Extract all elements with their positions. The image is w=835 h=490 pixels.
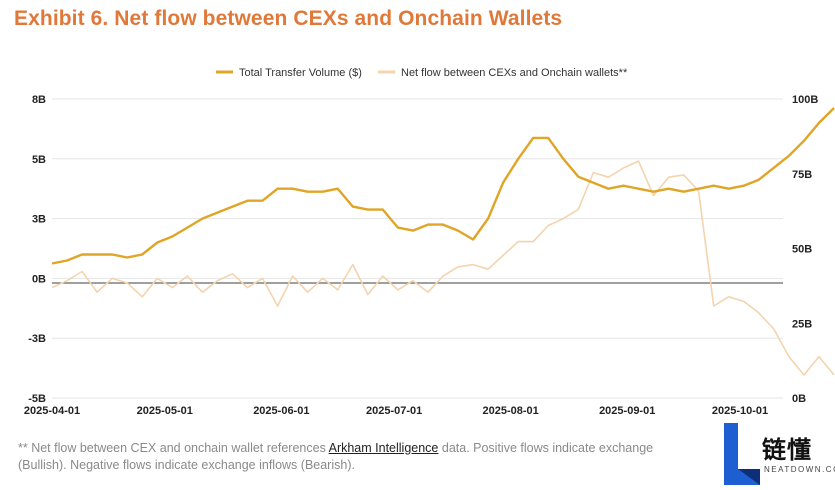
footnote-line-1: ** Net flow between CEX and onchain wall… [18, 440, 718, 457]
right-axis-tick-label: 50B [792, 244, 812, 256]
x-axis-tick-label: 2025-10-01 [712, 405, 768, 417]
logo-subtext: NEATDOWN.COM [764, 465, 835, 474]
gridlines [52, 98, 783, 399]
left-axis-tick-label: -5B [28, 393, 46, 405]
series-line-total-transfer-volume [51, 107, 835, 265]
chart-legend: Total Transfer Volume ($) Net flow betwe… [216, 67, 628, 79]
footnote-suffix: data. Positive flows indicate exchange [438, 441, 654, 455]
right-axis-tick-label: 100B [792, 94, 818, 106]
right-axis-tick-label: 25B [792, 318, 812, 330]
arkham-intelligence-link[interactable]: Arkham Intelligence [328, 441, 439, 455]
left-axis-ticks: 8B 5B 3B 0B -3B -5B [28, 94, 46, 405]
chart-svg: 8B 5B 3B 0B -3B -5B 100B 75B 50B 25B 0B 2025-04-0… [24, 67, 835, 417]
x-axis-tick-label: 2025-08-01 [483, 405, 539, 417]
chart-title: Exhibit 6. Net flow between CEXs and Onc… [14, 7, 563, 30]
x-axis-tick-label: 2025-06-01 [253, 405, 309, 417]
legend-label-net-flow: Net flow between CEXs and Onchain wallet… [401, 67, 628, 79]
x-axis-ticks: 2025-04-01 2025-05-01 2025-06-01 2025-07-01… [24, 405, 768, 417]
left-axis-tick-label: 8B [32, 94, 46, 106]
footnote: ** Net flow between CEX and onchain wall… [18, 440, 718, 480]
letter-l-logo-icon [724, 423, 760, 485]
right-axis-tick-label: 75B [792, 169, 812, 181]
x-axis-tick-label: 2025-05-01 [137, 405, 193, 417]
series-line-net-flow [51, 160, 835, 376]
left-axis-tick-label: 3B [32, 214, 46, 226]
x-axis-tick-label: 2025-07-01 [366, 405, 422, 417]
neatdown-logo: 链懂 NEATDOWN.COM [718, 418, 835, 490]
footnote-line-2: (Bullish). Negative flows indicate excha… [18, 458, 355, 472]
x-axis-tick-label: 2025-09-01 [599, 405, 655, 417]
left-axis-tick-label: -3B [28, 333, 46, 345]
left-axis-tick-label: 0B [32, 273, 46, 285]
legend-label-total-transfer-volume: Total Transfer Volume ($) [239, 67, 362, 79]
series-lines [51, 107, 835, 376]
logo-text: 链懂 [762, 437, 812, 464]
x-axis-tick-label: 2025-04-01 [24, 405, 80, 417]
right-axis-tick-label: 0B [792, 393, 806, 405]
right-axis-ticks: 100B 75B 50B 25B 0B [792, 94, 818, 405]
left-axis-tick-label: 5B [32, 154, 46, 166]
footnote-prefix: ** Net flow between CEX and onchain wall… [18, 441, 329, 455]
